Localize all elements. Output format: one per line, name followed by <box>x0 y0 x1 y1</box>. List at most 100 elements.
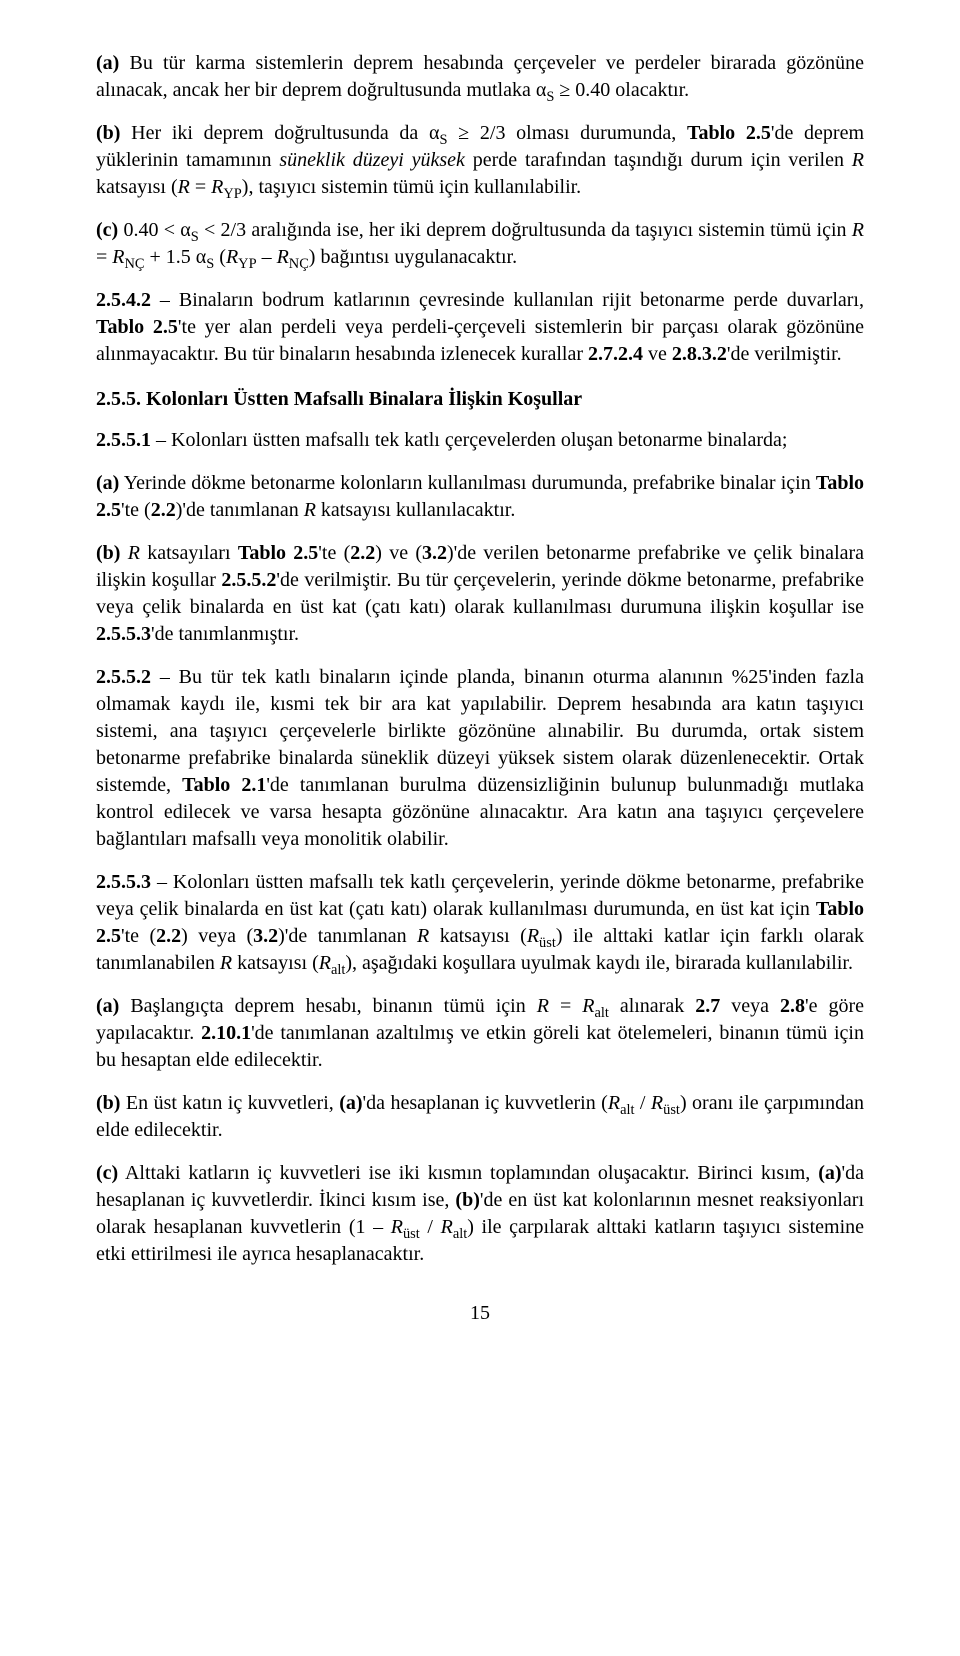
bold: 2.8.3.2 <box>672 343 727 365</box>
text: – Binaların bodrum katlarının çevresinde… <box>151 289 864 311</box>
paragraph-2551a: (a) Yerinde dökme betonarme kolonların k… <box>96 470 864 524</box>
bold: 2.8 <box>780 995 805 1017</box>
sub: S <box>440 132 448 148</box>
italic: R <box>226 246 238 268</box>
text: Bu tür karma sistemlerin deprem hesabınd… <box>96 52 864 101</box>
text: veya <box>720 995 780 1017</box>
text: ) ve ( <box>375 542 422 564</box>
text: 'te ( <box>121 925 156 947</box>
text: katsayısı ( <box>232 952 319 974</box>
paragraph-2551b: (b) R katsayıları Tablo 2.5'te (2.2) ve … <box>96 540 864 648</box>
bold: Tablo 2.5 <box>238 542 318 564</box>
label: (c) <box>96 1162 118 1184</box>
text: katsayıları <box>140 542 238 564</box>
italic: R <box>582 995 594 1017</box>
num: 2.5.4.2 <box>96 289 151 311</box>
italic: R <box>277 246 289 268</box>
bold: 2.5.5.2 <box>221 569 276 591</box>
sub: NÇ <box>125 256 145 272</box>
text: )'de tanımlanan <box>176 499 304 521</box>
text: Yerinde dökme betonarme kolonların kulla… <box>119 472 815 494</box>
italic: süneklik düzeyi yüksek <box>279 149 465 171</box>
num: 2.5.5.2 <box>96 666 151 688</box>
text: 'te ( <box>121 499 151 521</box>
paragraph-b: (b) Her iki deprem doğrultusunda da αS ≥… <box>96 120 864 201</box>
label: (b) <box>96 1092 120 1114</box>
num: 2.5.5.1 <box>96 429 151 451</box>
bold: Tablo 2.5 <box>96 316 178 338</box>
paragraph-2553: 2.5.5.3 – Kolonları üstten mafsallı tek … <box>96 869 864 977</box>
sub: alt <box>620 1102 634 1118</box>
text: – Kolonları üstten mafsallı tek katlı çe… <box>151 429 787 451</box>
paragraph-c: (c) 0.40 < αS < 2/3 aralığında ise, her … <box>96 217 864 271</box>
text: = <box>549 995 582 1017</box>
text: ( <box>214 246 226 268</box>
paragraph-a: (a) Bu tür karma sistemlerin deprem hesa… <box>96 50 864 104</box>
paragraph-2552: 2.5.5.2 – Bu tür tek katlı binaların içi… <box>96 664 864 853</box>
label: (a) <box>96 995 119 1017</box>
bold: 3.2 <box>422 542 447 564</box>
sub: üst <box>663 1102 680 1118</box>
bold: 2.5.5.3 <box>96 623 151 645</box>
text: Her iki deprem doğrultusunda da α <box>120 122 439 144</box>
bold: 2.7 <box>695 995 720 1017</box>
text: / <box>420 1216 441 1238</box>
text: ≥ 0.40 olacaktır. <box>554 79 689 101</box>
sub: alt <box>594 1005 608 1021</box>
italic: R <box>211 176 223 198</box>
text: En üst katın iç kuvvetleri, <box>120 1092 339 1114</box>
italic: R <box>852 219 864 241</box>
italic: R <box>391 1216 403 1238</box>
text: Başlangıçta deprem hesabı, binanın tümü … <box>119 995 536 1017</box>
bold: 2.2 <box>350 542 375 564</box>
bold: 3.2 <box>253 925 278 947</box>
text: / <box>634 1092 650 1114</box>
italic: R <box>527 925 539 947</box>
text: ), taşıyıcı sistemin tümü için kullanıla… <box>242 176 581 198</box>
text: alınarak <box>609 995 695 1017</box>
text: katsayısı ( <box>429 925 527 947</box>
bold: Tablo 2.5 <box>687 122 771 144</box>
text: 'da hesaplanan iç kuvvetlerin ( <box>363 1092 608 1114</box>
sub: NÇ <box>289 256 309 272</box>
italic: R <box>304 499 316 521</box>
text: perde tarafından taşındığı durum için ve… <box>465 149 852 171</box>
italic: R <box>128 542 140 564</box>
paragraph-2551: 2.5.5.1 – Kolonları üstten mafsallı tek … <box>96 427 864 454</box>
bold: 2.7.2.4 <box>588 343 643 365</box>
bold: (a) <box>818 1162 841 1184</box>
page: (a) Bu tür karma sistemlerin deprem hesa… <box>0 0 960 1656</box>
text: ve <box>643 343 672 365</box>
italic: R <box>319 952 331 974</box>
sub: YP <box>238 256 256 272</box>
text: katsayısı ( <box>96 176 178 198</box>
text: < 2/3 aralığında ise, her iki deprem doğ… <box>199 219 852 241</box>
bold: (b) <box>455 1189 479 1211</box>
paragraph-2553c: (c) Alttaki katların iç kuvvetleri ise i… <box>96 1160 864 1268</box>
italic: R <box>441 1216 453 1238</box>
paragraph-2542: 2.5.4.2 – Binaların bodrum katlarının çe… <box>96 287 864 368</box>
text: 'de verilmiştir. <box>727 343 842 365</box>
num: 2.5.5.3 <box>96 871 151 893</box>
text: ≥ 2/3 olması durumunda, <box>448 122 687 144</box>
text: + 1.5 α <box>145 246 207 268</box>
page-number: 15 <box>96 1302 864 1325</box>
label-b: (b) <box>96 122 120 144</box>
text: 0.40 < α <box>118 219 191 241</box>
italic: R <box>537 995 549 1017</box>
italic: R <box>178 176 190 198</box>
text: – Kolonları üstten mafsallı tek katlı çe… <box>96 871 864 920</box>
text: katsayısı kullanılacaktır. <box>316 499 515 521</box>
bold: Tablo 2.1 <box>182 774 266 796</box>
paragraph-2553a: (a) Başlangıçta deprem hesabı, binanın t… <box>96 993 864 1074</box>
text: = <box>96 246 112 268</box>
italic: R <box>112 246 124 268</box>
sub: üst <box>403 1226 420 1242</box>
text: ), aşağıdaki koşullara uyulmak kaydı ile… <box>345 952 853 974</box>
italic: R <box>651 1092 663 1114</box>
paragraph-2553b: (b) En üst katın iç kuvvetleri, (a)'da h… <box>96 1090 864 1144</box>
text: 'de tanımlanmıştır. <box>151 623 299 645</box>
label: (a) <box>96 472 119 494</box>
sub: S <box>191 229 199 245</box>
sub: üst <box>539 935 556 951</box>
